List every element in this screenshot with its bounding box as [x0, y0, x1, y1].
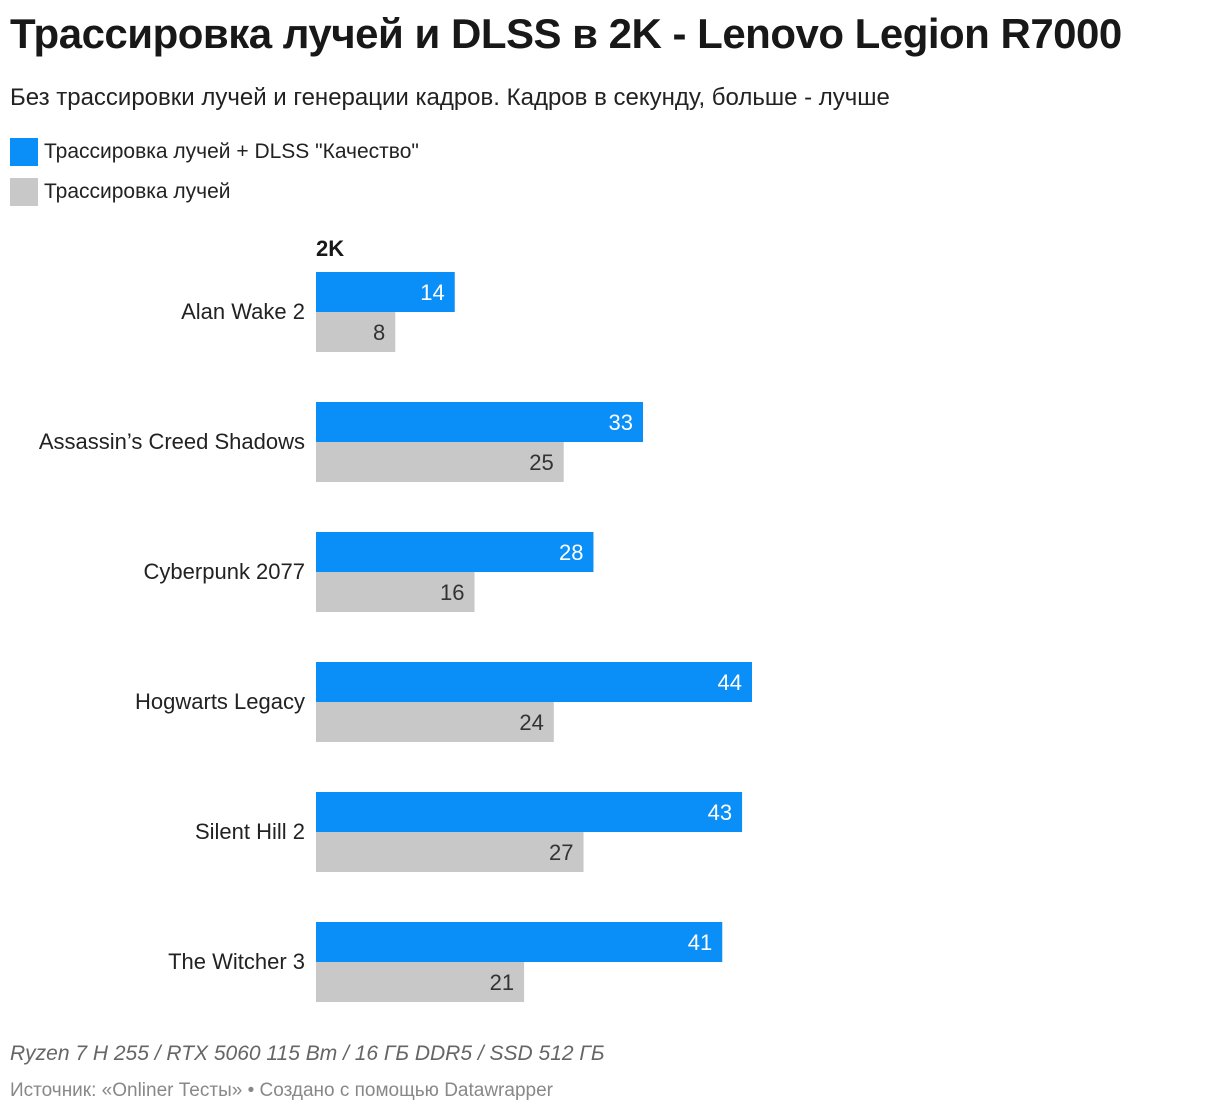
legend-swatch-rt	[10, 178, 38, 206]
category-label: Hogwarts Legacy	[135, 689, 305, 714]
bar-rt	[316, 572, 475, 612]
bar-rt-dlss	[316, 922, 723, 962]
bar-value-label: 16	[440, 580, 464, 605]
bar-rt	[316, 442, 564, 482]
bar-value-label: 33	[609, 410, 633, 435]
bar-rt-dlss	[316, 532, 594, 572]
bar-rt	[316, 962, 525, 1002]
bar-rt-dlss	[316, 272, 455, 312]
bar-rt-dlss	[316, 792, 743, 832]
legend-item-rt: Трассировка лучей	[10, 178, 419, 206]
bar-value-label: 21	[490, 970, 514, 995]
bar-value-label: 25	[529, 450, 553, 475]
chart-title: Трассировка лучей и DLSS в 2K - Lenovo L…	[10, 10, 1122, 57]
footer-note: Ryzen 7 H 255 / RTX 5060 115 Вт / 16 ГБ …	[10, 1042, 605, 1065]
footer-source: Источник: «Onliner Тесты» • Создано с по…	[10, 1080, 553, 1101]
legend-label-rt-dlss: Трассировка лучей + DLSS "Качество"	[44, 140, 419, 163]
bar-rt	[316, 312, 396, 352]
bar-rt	[316, 832, 584, 872]
category-label: Cyberpunk 2077	[144, 559, 305, 584]
bar-value-label: 28	[559, 540, 583, 565]
legend-swatch-rt-dlss	[10, 138, 38, 166]
bar-rt-dlss	[316, 402, 643, 442]
legend: Трассировка лучей + DLSS "Качество" Трас…	[10, 138, 419, 218]
column-header: 2K	[316, 236, 344, 261]
bar-value-label: 24	[519, 710, 543, 735]
category-label: Assassin’s Creed Shadows	[39, 429, 305, 454]
bar-value-label: 44	[718, 670, 742, 695]
legend-item-rt-dlss: Трассировка лучей + DLSS "Качество"	[10, 138, 419, 166]
category-label: Silent Hill 2	[195, 819, 305, 844]
category-label: Alan Wake 2	[181, 299, 305, 324]
bar-value-label: 14	[420, 280, 444, 305]
bar-chart: 2K Alan Wake 2 14 8 Assassin’s Creed Shadows…	[39, 236, 752, 1002]
bar-value-label: 27	[549, 840, 573, 865]
bar-rt	[316, 702, 554, 742]
category-label: The Witcher 3	[168, 949, 305, 974]
legend-label-rt: Трассировка лучей	[44, 180, 231, 203]
chart-subtitle: Без трассировки лучей и генерации кадров…	[10, 84, 890, 111]
bar-rt-dlss	[316, 662, 752, 702]
bar-value-label: 43	[708, 800, 732, 825]
bar-value-label: 8	[373, 320, 385, 345]
bar-value-label: 41	[688, 930, 712, 955]
